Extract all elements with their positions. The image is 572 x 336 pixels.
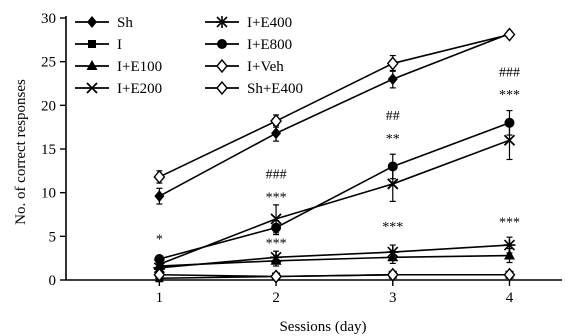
y-tick-label: 30 (41, 11, 56, 27)
series-line (159, 139, 510, 266)
significance-label: ### (499, 66, 520, 81)
series-layer (153, 27, 516, 284)
data-point (270, 269, 282, 284)
data-point (387, 161, 398, 172)
data-point (387, 73, 398, 86)
y-axis-title: No. of correct responses (13, 79, 29, 225)
series-sh (154, 27, 515, 205)
legend-label: I+E100 (117, 59, 162, 75)
data-point (386, 246, 399, 259)
significance-label: ## (386, 109, 400, 124)
data-point (153, 267, 166, 282)
data-point (270, 213, 282, 225)
legend-marker (88, 40, 96, 48)
series-line (159, 122, 510, 260)
legend-marker (86, 82, 98, 94)
legend-label: Sh (117, 15, 133, 31)
legend-label: I+E200 (117, 81, 162, 97)
legend-marker (216, 58, 228, 74)
legend-item: I (75, 37, 122, 53)
data-point (154, 190, 165, 203)
data-point (271, 127, 282, 140)
series-line (159, 254, 510, 267)
data-point (503, 267, 516, 282)
significance-label: *** (266, 237, 287, 252)
series-i-e100 (153, 247, 515, 271)
significance-label: ** (386, 132, 400, 147)
y-tick-label: 20 (41, 98, 56, 114)
significance-label: * (156, 232, 163, 247)
legend-label: I (117, 37, 122, 53)
series-line (159, 33, 510, 178)
x-tick-label: 3 (389, 290, 397, 306)
legend-item: I+Veh (205, 58, 284, 75)
data-point (271, 222, 282, 233)
legend-marker (86, 60, 98, 70)
series-line (159, 244, 510, 269)
legend-marker (87, 16, 97, 28)
data-point (503, 249, 515, 260)
legend-marker (217, 39, 227, 49)
y-tick-label: 15 (41, 142, 56, 158)
series-line (159, 273, 510, 278)
data-point (503, 239, 516, 252)
data-point (270, 251, 283, 264)
legend-item: I+E800 (205, 37, 292, 53)
data-point (154, 254, 165, 265)
significance-label: *** (266, 190, 287, 205)
significance-label: *** (499, 88, 520, 103)
legend-item: Sh (75, 15, 133, 31)
legend-item: Sh+E400 (205, 80, 303, 97)
significance-label: ### (266, 168, 287, 183)
data-point (386, 56, 399, 71)
y-tick-label: 10 (41, 186, 56, 202)
data-point (270, 113, 282, 129)
x-tick-label: 1 (156, 290, 164, 306)
significance-label: *** (382, 220, 403, 235)
y-tick-label: 5 (49, 229, 57, 245)
legend-label: I+E400 (247, 15, 292, 31)
data-point (504, 117, 515, 128)
legend-item: I+E200 (75, 81, 162, 97)
significance-label: *** (499, 216, 520, 231)
axes: 0 5 10 15 20 25 30 1 2 3 4 (41, 11, 562, 306)
series-line (158, 32, 510, 197)
legend-label: I+Veh (247, 59, 284, 75)
y-tick-label: 0 (49, 273, 57, 289)
series-i-e800 (154, 109, 515, 265)
x-axis-title: Sessions (day) (279, 319, 366, 335)
series-i-veh (153, 267, 516, 284)
data-point (387, 178, 399, 190)
data-point (503, 134, 516, 146)
legend-label: I+E800 (247, 37, 292, 53)
data-point (386, 267, 399, 282)
annotations-layer: ****###*****##******###*** (156, 66, 520, 252)
legend-label: Sh+E400 (247, 81, 303, 97)
legend-marker (216, 16, 228, 28)
legend: Sh I I+E100 I+E200 I+E400 I+E800 I+Veh Sh+E400 (75, 15, 303, 97)
data-point (503, 27, 516, 42)
legend-marker (216, 80, 228, 96)
series-sh-e400 (153, 27, 516, 185)
x-tick-label: 4 (506, 290, 514, 306)
y-tick-label: 25 (41, 55, 56, 71)
legend-item: I+E400 (205, 15, 292, 31)
data-point (153, 169, 166, 185)
x-tick-label: 2 (272, 290, 280, 306)
legend-item: I+E100 (75, 59, 162, 75)
